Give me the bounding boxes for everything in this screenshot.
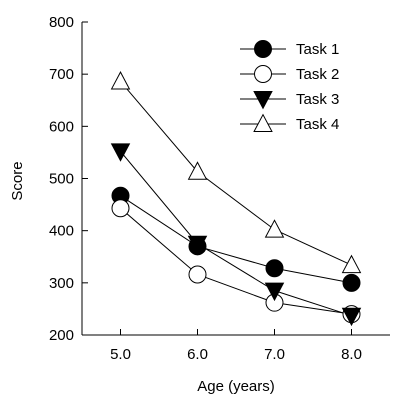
- legend-label: Task 1: [296, 41, 339, 58]
- x-tick-label: 5.0: [110, 346, 131, 363]
- x-tick-label: 6.0: [187, 346, 208, 363]
- data-point: [264, 282, 285, 302]
- legend: Task 1 Task 2 Task 3 Task 4: [240, 40, 339, 133]
- data-point: [264, 219, 285, 238]
- series-3-markers: [110, 143, 362, 327]
- series-2: [120, 207, 352, 315]
- series-1: [120, 195, 352, 284]
- series-line: [120, 151, 352, 317]
- data-point: [341, 307, 362, 327]
- y-tick-label: 700: [49, 66, 74, 83]
- x-tick-label: 8.0: [341, 346, 362, 363]
- series-line: [120, 195, 352, 284]
- x-tick-label: 7.0: [264, 346, 285, 363]
- y-tick-label: 600: [49, 118, 74, 135]
- legend-item-3: Task 3: [240, 91, 339, 110]
- x-axis-title: Age (years): [197, 378, 275, 395]
- series-line: [120, 207, 352, 315]
- series-3: [120, 151, 352, 317]
- y-tick-label: 500: [49, 171, 74, 188]
- series-line: [120, 81, 352, 266]
- data-point: [265, 259, 284, 278]
- legend-label: Task 3: [296, 91, 339, 108]
- y-axis-title: Score: [9, 161, 26, 200]
- data-point: [187, 235, 208, 255]
- series-4: [120, 81, 352, 266]
- series-layer: [110, 71, 362, 327]
- data-point: [110, 143, 131, 162]
- legend-marker: [253, 91, 273, 110]
- legend-item-2: Task 2: [240, 65, 339, 83]
- legend-item-4: Task 4: [240, 113, 339, 133]
- data-point: [341, 254, 362, 274]
- data-point: [188, 265, 207, 284]
- y-tick-label: 300: [49, 275, 74, 292]
- y-tick-label: 400: [49, 223, 74, 240]
- legend-label: Task 2: [296, 66, 339, 83]
- legend-item-1: Task 1: [240, 40, 339, 58]
- y-tick-label: 800: [49, 14, 74, 31]
- legend-label: Task 4: [296, 116, 339, 133]
- legend-marker: [254, 40, 272, 58]
- legend-marker: [254, 65, 272, 83]
- data-point: [110, 71, 131, 90]
- legend-marker: [253, 113, 273, 132]
- data-point: [342, 273, 361, 292]
- y-tick-label: 200: [49, 327, 74, 344]
- axes: 200 300 400 500 600 700 800 5.0 6.0 7.0 8.0: [49, 14, 390, 363]
- series-1-markers: [111, 186, 361, 292]
- series-4-markers: [110, 71, 362, 274]
- data-point: [187, 161, 208, 180]
- data-point: [111, 199, 130, 218]
- series-2-markers: [111, 199, 361, 324]
